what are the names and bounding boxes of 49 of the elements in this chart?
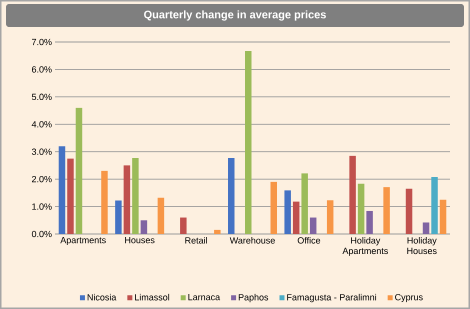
bar xyxy=(383,187,390,234)
x-tick-label: Warehouse xyxy=(230,237,275,244)
bar xyxy=(301,173,308,234)
bar xyxy=(270,182,278,234)
bar xyxy=(101,170,108,234)
bar xyxy=(326,200,334,234)
y-tick-label: 4.0% xyxy=(32,121,52,128)
bar xyxy=(349,156,356,234)
x-tick-label: Holiday Houses xyxy=(407,237,437,254)
legend-label: Nicosia xyxy=(88,294,116,300)
x-tick-label: Houses xyxy=(125,237,155,244)
y-tick-label: 1.0% xyxy=(32,203,52,210)
bar xyxy=(228,158,235,234)
y-tick-label: 3.0% xyxy=(32,148,52,155)
y-tick-label: 5.0% xyxy=(32,94,52,100)
x-tick-label: Apartments xyxy=(60,237,106,246)
bar xyxy=(180,218,187,234)
bar xyxy=(406,188,412,234)
legend-label: Limassol xyxy=(135,294,170,300)
bar xyxy=(292,202,300,234)
y-tick-label: 0.0% xyxy=(32,230,52,238)
bar xyxy=(158,198,164,234)
x-tick-label: Office xyxy=(298,237,320,244)
bar xyxy=(440,200,446,234)
x-tick-label: Retail xyxy=(185,237,207,244)
bar xyxy=(284,190,291,234)
y-tick-label: 7.0% xyxy=(32,38,52,46)
bar xyxy=(366,210,373,234)
bar xyxy=(58,146,66,234)
chart-title: Quarterly change in average prices xyxy=(144,10,326,21)
bar xyxy=(76,108,82,234)
bar xyxy=(124,165,130,234)
legend-label: Paphos xyxy=(238,294,268,302)
y-tick-label: 6.0% xyxy=(32,66,52,73)
bar xyxy=(214,230,221,234)
bar xyxy=(132,158,139,234)
legend-label: Famagusta - Paralimni xyxy=(287,294,376,302)
bar xyxy=(422,222,430,234)
bar xyxy=(358,184,364,234)
bar xyxy=(140,220,148,234)
x-tick-label: Holiday Apartments xyxy=(342,237,388,256)
bar xyxy=(310,218,316,234)
bar xyxy=(67,158,74,234)
y-tick-label: 2.0% xyxy=(32,176,52,182)
bar xyxy=(115,200,122,234)
legend-label: Larnaca xyxy=(188,294,220,300)
bar xyxy=(431,176,438,234)
legend-label: Cyprus xyxy=(395,294,423,302)
bar xyxy=(245,51,252,234)
